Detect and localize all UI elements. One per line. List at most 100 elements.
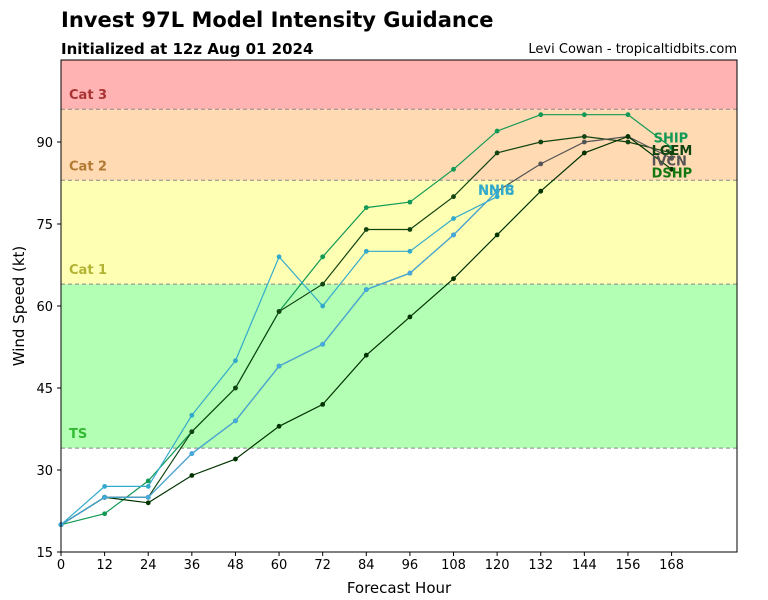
- point-dshp-132: [538, 188, 544, 194]
- y-tick-label-75: 75: [36, 218, 53, 233]
- y-tick-label-90: 90: [36, 136, 53, 151]
- point-nnic-60: [276, 363, 282, 369]
- point-ship-108: [451, 166, 456, 172]
- point-nnic-36: [189, 451, 195, 456]
- point-nnib-72: [320, 303, 326, 309]
- point-dshp-24: [145, 500, 151, 506]
- x-tick-label-120: 120: [485, 558, 510, 573]
- y-tick-label-45: 45: [36, 382, 53, 397]
- point-ship-72: [320, 254, 326, 260]
- point-dshp-168: [669, 166, 674, 172]
- point-nnic-12: [102, 494, 108, 500]
- point-dshp-144: [581, 150, 587, 156]
- chart-credit: Levi Cowan - tropicaltidbits.com: [528, 42, 737, 57]
- point-lgem-120: [494, 150, 500, 156]
- point-nnic-24: [145, 494, 151, 500]
- point-ship-84: [363, 205, 369, 211]
- model-series: [58, 112, 674, 528]
- point-ship-96: [407, 199, 413, 205]
- category-label-cat-1: Cat 1: [69, 263, 107, 278]
- category-labels: TS Cat 1 Cat 2 Cat 3: [69, 88, 107, 442]
- x-tick-label-84: 84: [358, 558, 375, 573]
- end-label-nnib: NNIB: [478, 184, 515, 199]
- point-dshp-96: [407, 314, 413, 320]
- point-lgem-84: [363, 227, 369, 232]
- point-nnib-48: [233, 358, 238, 364]
- end-label-nnic: NNIC: [478, 184, 514, 199]
- point-dshp-48: [233, 456, 238, 462]
- point-nnib-96: [407, 248, 413, 254]
- x-tick-label-12: 12: [96, 558, 113, 573]
- end-label-dshp: DSHP: [652, 166, 693, 181]
- point-nnic-72: [320, 341, 326, 347]
- point-nnic-48: [233, 418, 238, 424]
- point-nnib-60: [276, 254, 282, 260]
- point-lgem-144: [581, 134, 587, 139]
- point-lgem-156: [625, 139, 631, 145]
- x-axis: 0 12 24 36 48 60 72 84 96 108 120 132 144 156 168: [57, 552, 684, 573]
- x-tick-label-156: 156: [616, 558, 641, 573]
- point-lgem-36: [189, 429, 195, 435]
- point-dshp-60: [276, 423, 282, 429]
- point-lgem-60: [276, 309, 282, 314]
- point-dshp-120: [494, 232, 500, 238]
- point-dshp-36: [189, 473, 195, 478]
- series-nnib: [58, 194, 500, 528]
- y-tick-label-60: 60: [36, 300, 53, 315]
- category-label-cat-2: Cat 2: [69, 159, 107, 174]
- point-lgem-132: [538, 139, 544, 145]
- x-tick-label-96: 96: [402, 558, 419, 573]
- point-nnic-96: [407, 270, 413, 276]
- point-ship-24: [145, 478, 151, 484]
- point-nnic-120: [494, 188, 500, 194]
- x-tick-label-168: 168: [659, 558, 684, 573]
- point-ship-12: [102, 511, 108, 517]
- chart-subtitle: Initialized at 12z Aug 01 2024: [61, 40, 314, 58]
- point-dshp-156: [625, 134, 631, 139]
- band-cat-2: [61, 109, 737, 181]
- band-cat-1: [61, 180, 737, 285]
- band-cat-3: [61, 60, 737, 110]
- point-nnib-24: [145, 484, 151, 489]
- point-ship-156: [625, 112, 631, 118]
- x-tick-label-48: 48: [227, 558, 244, 573]
- point-ivcn-168: [669, 156, 674, 161]
- point-lgem-48: [233, 385, 238, 391]
- end-label-lgem: LGEM: [652, 144, 693, 159]
- x-axis-label: Forecast Hour: [347, 579, 452, 597]
- point-lgem-72: [320, 281, 326, 287]
- x-tick-label-0: 0: [57, 558, 65, 573]
- point-nnib-120: [494, 194, 500, 200]
- point-nnib-36: [189, 412, 195, 418]
- point-dshp-84: [363, 352, 369, 358]
- point-ship-120: [494, 128, 500, 134]
- x-tick-label-36: 36: [184, 558, 201, 573]
- point-dshp-108: [451, 276, 456, 282]
- y-axis: 15 30 45 60 75 90: [36, 136, 61, 561]
- x-tick-label-60: 60: [271, 558, 288, 573]
- point-ivcn-144: [581, 139, 587, 145]
- y-tick-label-15: 15: [36, 546, 53, 561]
- point-nnic-108: [451, 232, 456, 238]
- point-ivcn-132: [538, 161, 544, 167]
- x-tick-label-24: 24: [140, 558, 157, 573]
- category-boundaries: [61, 108, 737, 449]
- end-label-ship: SHIP: [654, 131, 689, 146]
- point-lgem-168: [669, 150, 674, 156]
- category-label-cat-3: Cat 3: [69, 88, 107, 103]
- point-ship-168: [669, 145, 674, 150]
- point-nnib-108: [451, 216, 456, 221]
- point-nnib-12: [102, 484, 108, 489]
- point-lgem-108: [451, 194, 456, 200]
- band-ts: [61, 284, 737, 449]
- category-bands: [61, 60, 737, 449]
- point-nnib-84: [363, 248, 369, 254]
- category-label-ts: TS: [69, 427, 87, 442]
- chart-title: Invest 97L Model Intensity Guidance: [61, 8, 494, 32]
- y-axis-label: Wind Speed (kt): [10, 246, 28, 367]
- x-tick-label-72: 72: [314, 558, 331, 573]
- x-tick-label-108: 108: [441, 558, 466, 573]
- point-nnic-84: [363, 287, 369, 292]
